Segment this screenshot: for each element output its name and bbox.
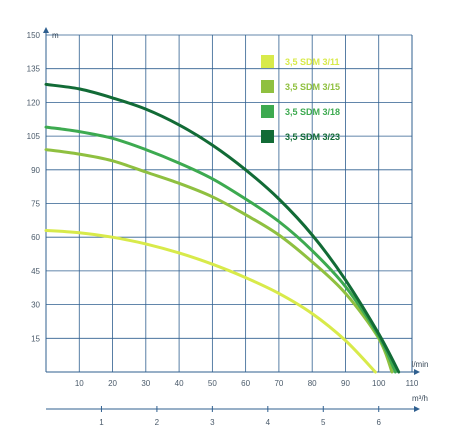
x-tick-label: 90 (341, 379, 350, 388)
x-tick-label: 100 (372, 379, 386, 388)
y-tick-label: 150 (27, 31, 41, 40)
y-tick-label: 105 (27, 132, 41, 141)
axes: 10 20 30 40 50 60 70 80 90 100 1101530456075901051… (27, 27, 420, 427)
y-tick-label: 75 (31, 200, 40, 209)
legend-label-4: 3,5 SDM 3/23 (285, 132, 340, 142)
x-tick-label: 30 (141, 379, 150, 388)
series-line-4 (44, 82, 401, 374)
y-tick-label: 45 (31, 267, 40, 276)
legend-label-3: 3,5 SDM 3/18 (285, 107, 340, 117)
x-tick-label: 50 (208, 379, 217, 388)
y-tick-label: 30 (31, 301, 40, 310)
series-lines (44, 82, 401, 374)
series-line-1 (44, 229, 377, 374)
secondary-x-axis-unit: m³/h (412, 394, 428, 403)
secondary-x-tick-label: 4 (266, 418, 271, 427)
x-tick-label: 60 (241, 379, 250, 388)
x-tick-label: 40 (175, 379, 184, 388)
x-tick-label: 10 (75, 379, 84, 388)
legend-swatch-3 (261, 105, 274, 118)
secondary-x-tick-label: 6 (377, 418, 382, 427)
x-axis-arrow (414, 369, 420, 375)
x-axis-unit: l/min (412, 360, 429, 369)
y-axis-arrow (43, 27, 49, 33)
secondary-x-tick-label: 3 (210, 418, 215, 427)
x-tick-label: 80 (308, 379, 317, 388)
y-axis-unit: m (52, 31, 59, 40)
y-tick-label: 15 (31, 334, 40, 343)
y-tick-label: 120 (27, 98, 41, 107)
y-tick-label: 135 (27, 65, 41, 74)
x-tick-label: 110 (406, 379, 419, 388)
series-line-3 (44, 125, 397, 374)
y-tick-label: 60 (31, 233, 40, 242)
series-line-2 (44, 148, 394, 374)
axis-labels: m l/min m³/h (52, 31, 428, 403)
secondary-x-tick-label: 2 (155, 418, 160, 427)
secondary-x-tick-label: 5 (321, 418, 326, 427)
secondary-x-axis-arrow (414, 406, 420, 412)
legend-label-1: 3,5 SDM 3/11 (285, 57, 340, 67)
legend-swatch-1 (261, 55, 274, 68)
secondary-x-tick-label: 1 (99, 418, 104, 427)
legend-swatch-4 (261, 130, 274, 143)
x-tick-label: 20 (108, 379, 117, 388)
x-tick-label: 70 (274, 379, 283, 388)
y-tick-label: 90 (31, 166, 40, 175)
legend: 3,5 SDM 3/11 3,5 SDM 3/15 3,5 SDM 3/18 3,5 … (261, 55, 340, 143)
grid (46, 34, 412, 372)
legend-swatch-2 (261, 80, 274, 93)
legend-label-2: 3,5 SDM 3/15 (285, 82, 340, 92)
